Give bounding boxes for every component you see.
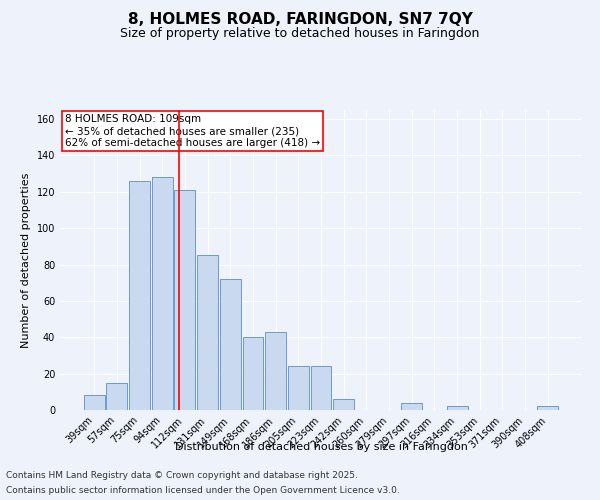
Bar bbox=[538, 406, 558, 410]
Text: Size of property relative to detached houses in Faringdon: Size of property relative to detached ho… bbox=[121, 28, 479, 40]
Bar bbox=[401, 402, 422, 410]
Bar bbox=[446, 406, 467, 410]
Text: Distribution of detached houses by size in Faringdon: Distribution of detached houses by size … bbox=[175, 442, 467, 452]
Text: 8 HOLMES ROAD: 109sqm
← 35% of detached houses are smaller (235)
62% of semi-det: 8 HOLMES ROAD: 109sqm ← 35% of detached … bbox=[65, 114, 320, 148]
Text: Contains public sector information licensed under the Open Government Licence v3: Contains public sector information licen… bbox=[6, 486, 400, 495]
Bar bbox=[333, 399, 354, 410]
Bar bbox=[288, 366, 309, 410]
Y-axis label: Number of detached properties: Number of detached properties bbox=[21, 172, 31, 348]
Bar bbox=[197, 256, 218, 410]
Bar bbox=[106, 382, 127, 410]
Bar bbox=[152, 178, 173, 410]
Bar bbox=[129, 181, 150, 410]
Bar bbox=[84, 396, 104, 410]
Bar bbox=[175, 190, 196, 410]
Text: 8, HOLMES ROAD, FARINGDON, SN7 7QY: 8, HOLMES ROAD, FARINGDON, SN7 7QY bbox=[128, 12, 472, 28]
Bar bbox=[265, 332, 286, 410]
Text: Contains HM Land Registry data © Crown copyright and database right 2025.: Contains HM Land Registry data © Crown c… bbox=[6, 471, 358, 480]
Bar bbox=[311, 366, 331, 410]
Bar bbox=[242, 338, 263, 410]
Bar bbox=[220, 279, 241, 410]
